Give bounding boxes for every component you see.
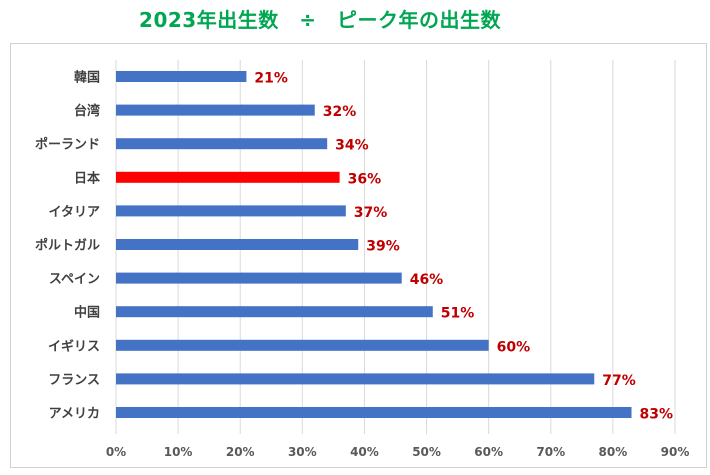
chart-frame — [10, 43, 707, 468]
category-label: ポルトガル — [35, 238, 100, 254]
x-tick-label: 10% — [164, 445, 193, 459]
bar — [116, 339, 489, 351]
data-label: 51% — [441, 306, 475, 322]
data-label: 32% — [323, 104, 357, 120]
data-label: 21% — [254, 71, 288, 87]
category-label: アメリカ — [49, 407, 100, 422]
bar — [116, 239, 359, 250]
category-label: ポーランド — [35, 137, 100, 153]
x-tick-label: 90% — [661, 445, 690, 459]
category-label: フランス — [48, 373, 100, 388]
bar-highlighted — [116, 171, 340, 183]
category-label: 台湾 — [74, 103, 100, 119]
bar — [116, 71, 247, 82]
data-label: 83% — [640, 407, 674, 423]
data-label: 46% — [410, 272, 444, 288]
chart-title: 2023年出生数 ÷ ピーク年の出生数 — [139, 8, 501, 32]
data-label: 60% — [497, 339, 531, 355]
bar — [116, 407, 632, 418]
data-label: 77% — [602, 373, 636, 389]
x-tick-label: 70% — [536, 445, 565, 459]
category-label: イタリア — [49, 205, 100, 220]
category-label: スペイン — [49, 272, 100, 287]
data-label: 34% — [335, 138, 369, 154]
x-tick-label: 60% — [474, 445, 503, 459]
data-label: 36% — [348, 171, 382, 187]
category-label: 韓国 — [74, 70, 100, 86]
x-tick-label: 50% — [412, 445, 441, 459]
data-label: 39% — [366, 239, 400, 255]
category-label: 日本 — [74, 170, 100, 186]
data-label: 37% — [354, 205, 388, 221]
x-tick-label: 40% — [350, 445, 379, 459]
bar — [116, 306, 433, 318]
bar — [116, 373, 595, 385]
category-label: 中国 — [74, 305, 100, 321]
category-label: イギリス — [48, 338, 100, 354]
bar — [116, 138, 328, 150]
x-tick-label: 30% — [288, 445, 317, 459]
x-tick-label: 0% — [106, 445, 126, 459]
x-tick-label: 20% — [226, 445, 255, 459]
x-tick-label: 80% — [599, 445, 628, 459]
bar — [116, 104, 315, 116]
bar — [116, 272, 402, 284]
bar — [116, 205, 346, 217]
